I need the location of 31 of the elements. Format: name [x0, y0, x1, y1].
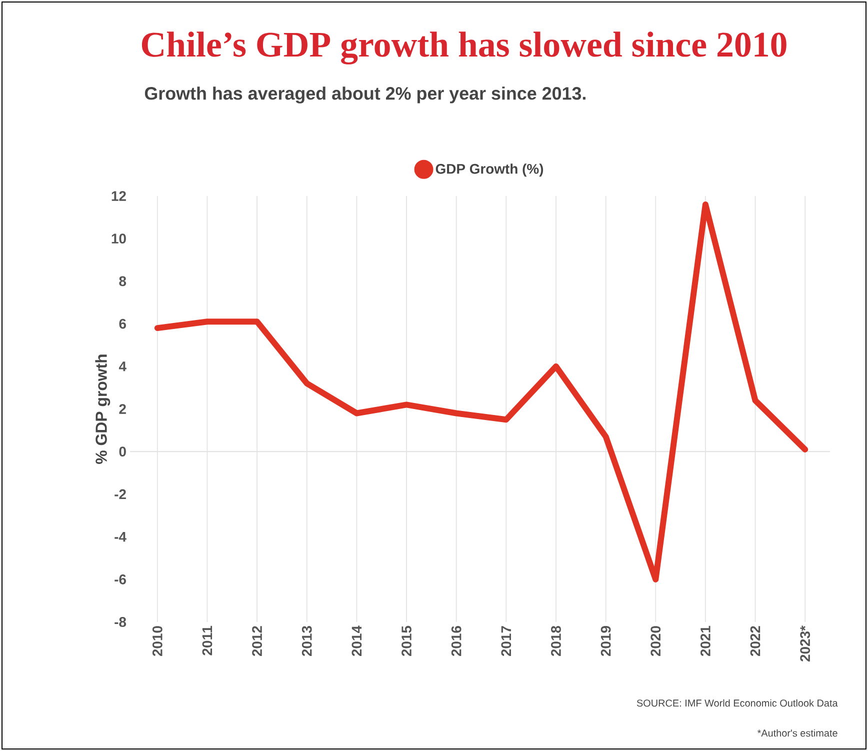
y-tick-label: 10	[112, 234, 126, 244]
x-tick-label: 2023*	[800, 626, 810, 662]
chart-title: Chile’s GDP growth has slowed since 2010	[142, 32, 786, 64]
x-tick-label: 2017	[501, 626, 512, 656]
y-tick-label: 6	[119, 318, 126, 329]
x-tick-label: 2011	[202, 626, 212, 656]
x-tick-label: 2015	[402, 626, 412, 656]
y-tick-label: -8	[114, 617, 126, 627]
x-tick-label: 2019	[600, 626, 611, 656]
x-tick-label: 2010	[152, 626, 162, 656]
y-tick-label: 4	[118, 362, 126, 372]
x-tick-label: 2012	[252, 626, 262, 656]
y-axis-title: % GDP growth	[95, 354, 110, 464]
legend-label: GDP Growth (%)	[436, 164, 544, 177]
source-note: SOURCE: IMF World Economic Outlook Data	[636, 699, 838, 707]
y-tick-label: 2	[119, 404, 126, 414]
x-tick-label: 2020	[650, 626, 661, 656]
x-tick-label: 2022	[750, 626, 760, 656]
y-tick-label: -2	[114, 489, 126, 500]
chart-subtitle: Growth has averaged about 2% per year since 2013.	[144, 86, 586, 104]
y-tick-label: -4	[114, 532, 126, 542]
x-tick-label: 2018	[551, 626, 561, 656]
y-tick-label: 0	[119, 446, 126, 457]
text: *Author's estimate	[757, 729, 838, 737]
y-tick-label: 12	[112, 191, 126, 201]
y-tick-label: 8	[119, 276, 126, 286]
x-tick-label: 2014	[352, 626, 362, 656]
y-tick-label: -6	[114, 574, 126, 584]
x-tick-label: 2021	[700, 626, 710, 656]
x-tick-label: 2013	[302, 626, 312, 656]
x-tick-label: 2016	[451, 626, 462, 656]
